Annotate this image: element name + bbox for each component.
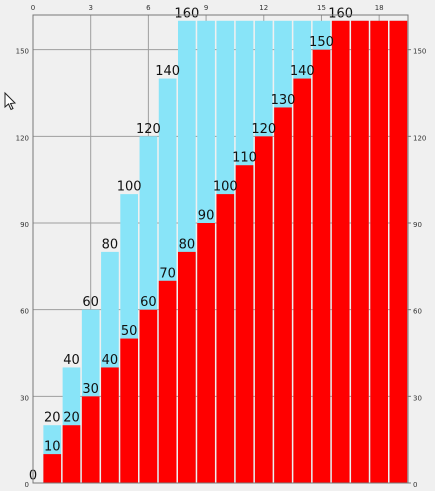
y2-tick-label: 90 — [413, 221, 422, 229]
y2-tick-label: 0 — [413, 481, 417, 489]
bar — [120, 338, 138, 483]
value-label: 160 — [328, 6, 353, 21]
y-tick-label: 90 — [20, 221, 29, 229]
value-label: 140 — [155, 64, 180, 79]
y2-tick-label: 60 — [413, 308, 422, 316]
value-label: 150 — [309, 35, 334, 50]
mouse-cursor — [4, 91, 17, 111]
value-label: 140 — [290, 64, 315, 79]
y-tick-label: 0 — [25, 481, 29, 489]
y2-tick-label: 120 — [413, 134, 426, 142]
bar — [81, 396, 100, 483]
bar — [139, 309, 158, 483]
y-tick-label: 120 — [16, 134, 29, 142]
value-label: 40 — [63, 353, 80, 368]
bar — [370, 20, 388, 483]
value-label: 40 — [102, 353, 119, 368]
x-tick-label: 6 — [146, 4, 151, 12]
value-label: 60 — [82, 295, 99, 310]
value-label: 20 — [44, 411, 61, 426]
bar — [62, 425, 81, 483]
bar — [43, 454, 62, 483]
value-label: 80 — [102, 237, 119, 252]
bar — [254, 136, 273, 483]
bar — [274, 107, 292, 483]
y-tick-label: 30 — [20, 394, 29, 402]
value-label: 80 — [179, 237, 196, 252]
bar — [351, 20, 369, 483]
bar — [178, 251, 196, 483]
plot-border — [32, 14, 409, 484]
x-tick-label: 0 — [31, 4, 35, 12]
value-label: 160 — [174, 6, 199, 21]
value-label: 30 — [82, 382, 99, 397]
value-label: 120 — [136, 122, 161, 137]
bar — [389, 20, 408, 483]
bar — [235, 165, 254, 483]
value-label: 90 — [198, 209, 215, 224]
value-label: 20 — [63, 411, 80, 426]
x-tick-label: 18 — [375, 4, 384, 12]
x-tick-label: 15 — [317, 4, 326, 12]
value-label: 130 — [271, 93, 296, 108]
value-label: 60 — [140, 295, 157, 310]
bar — [331, 20, 350, 483]
y-tick-label: 60 — [20, 308, 29, 316]
value-label: 50 — [121, 324, 138, 339]
value-label: 100 — [117, 180, 142, 195]
y2-tick-label: 30 — [413, 394, 422, 402]
value-label: 110 — [232, 151, 257, 166]
bars — [43, 20, 408, 483]
bar — [293, 78, 312, 483]
x-tick-label: 12 — [259, 4, 268, 12]
labels: 0 3 6 9 12 15 18 0 30 60 90 120 150 0 30 60 90 120 150 20 40… — [16, 4, 427, 489]
value-label: 10 — [44, 440, 61, 455]
bar — [197, 223, 215, 483]
x-tick-label: 9 — [204, 4, 208, 12]
y2-tick-label: 150 — [413, 48, 426, 56]
bar — [312, 49, 331, 483]
bar — [158, 280, 177, 483]
value-label: 100 — [213, 180, 238, 195]
bar — [216, 194, 235, 483]
value-label: 120 — [251, 122, 276, 137]
x-tick-label: 3 — [88, 4, 92, 12]
value-label: 70 — [159, 266, 176, 281]
y-tick-label: 150 — [16, 48, 29, 56]
bar — [101, 367, 119, 483]
